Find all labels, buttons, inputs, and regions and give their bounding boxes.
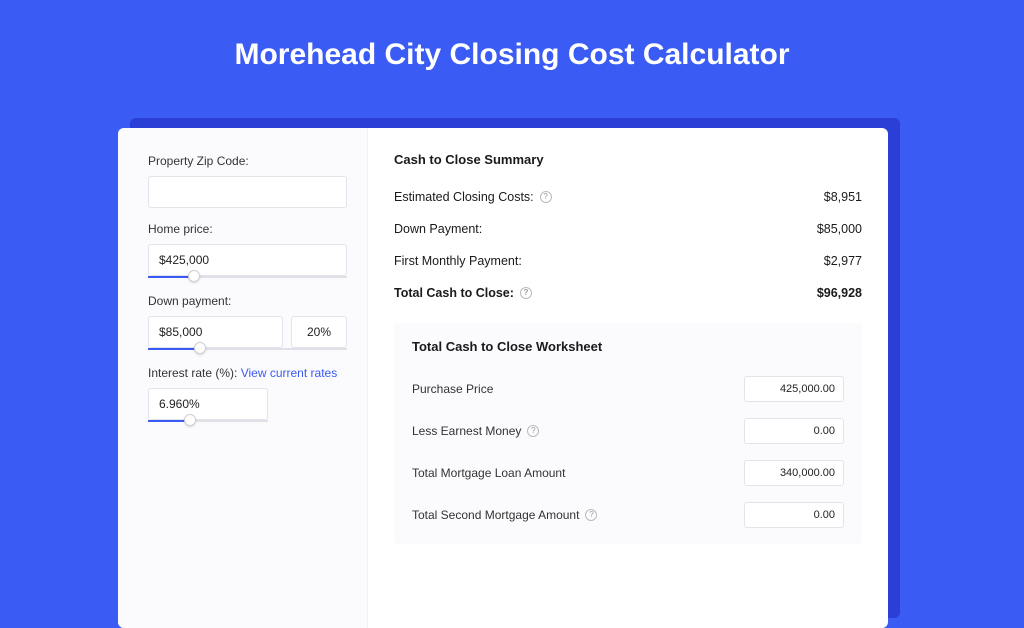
worksheet-row: Total Mortgage Loan Amount — [412, 452, 844, 494]
summary-row-value: $96,928 — [817, 286, 862, 300]
inputs-panel: Property Zip Code: Home price: Down paym… — [118, 128, 368, 628]
worksheet-panel: Total Cash to Close Worksheet Purchase P… — [394, 323, 862, 544]
home-price-label: Home price: — [148, 222, 347, 236]
interest-rate-label: Interest rate (%): View current rates — [148, 366, 347, 380]
summary-row: Estimated Closing Costs:? $8,951 — [394, 181, 862, 213]
summary-title: Cash to Close Summary — [394, 152, 862, 167]
worksheet-row-label: Total Mortgage Loan Amount — [412, 466, 565, 480]
down-payment-input[interactable] — [148, 316, 283, 348]
summary-label-text: Total Cash to Close: — [394, 286, 514, 300]
slider-thumb[interactable] — [194, 342, 206, 354]
summary-label-text: Estimated Closing Costs: — [394, 190, 534, 204]
summary-rows: Estimated Closing Costs:? $8,951 Down Paym… — [394, 181, 862, 309]
zip-group: Property Zip Code: — [148, 154, 347, 208]
summary-row: Total Cash to Close:? $96,928 — [394, 277, 862, 309]
help-icon[interactable]: ? — [520, 287, 532, 299]
page-title: Morehead City Closing Cost Calculator — [0, 0, 1024, 98]
summary-row: Down Payment: $85,000 — [394, 213, 862, 245]
summary-row-value: $85,000 — [817, 222, 862, 236]
down-payment-pct-input[interactable] — [291, 316, 347, 348]
down-payment-label: Down payment: — [148, 294, 347, 308]
down-payment-slider[interactable] — [148, 346, 347, 352]
slider-thumb[interactable] — [188, 270, 200, 282]
worksheet-label-text: Purchase Price — [412, 382, 493, 396]
summary-row: First Monthly Payment: $2,977 — [394, 245, 862, 277]
help-icon[interactable]: ? — [540, 191, 552, 203]
worksheet-row: Total Second Mortgage Amount? — [412, 494, 844, 536]
worksheet-row: Less Earnest Money? — [412, 410, 844, 452]
interest-rate-group: Interest rate (%): View current rates — [148, 366, 347, 424]
worksheet-label-text: Total Mortgage Loan Amount — [412, 466, 565, 480]
summary-row-value: $2,977 — [824, 254, 862, 268]
summary-row-label: Down Payment: — [394, 222, 482, 236]
results-panel: Cash to Close Summary Estimated Closing … — [368, 128, 888, 628]
help-icon[interactable]: ? — [585, 509, 597, 521]
down-payment-group: Down payment: — [148, 294, 347, 352]
home-price-input[interactable] — [148, 244, 347, 276]
interest-rate-label-text: Interest rate (%): — [148, 366, 237, 380]
slider-thumb[interactable] — [184, 414, 196, 426]
home-price-group: Home price: — [148, 222, 347, 280]
view-rates-link[interactable]: View current rates — [241, 366, 338, 380]
summary-row-value: $8,951 — [824, 190, 862, 204]
worksheet-value-input[interactable] — [744, 376, 844, 402]
worksheet-value-input[interactable] — [744, 460, 844, 486]
worksheet-value-input[interactable] — [744, 418, 844, 444]
interest-rate-input[interactable] — [148, 388, 268, 420]
worksheet-label-text: Less Earnest Money — [412, 424, 521, 438]
summary-row-label: First Monthly Payment: — [394, 254, 522, 268]
worksheet-value-input[interactable] — [744, 502, 844, 528]
calculator-card: Property Zip Code: Home price: Down paym… — [118, 128, 888, 628]
worksheet-row: Purchase Price — [412, 368, 844, 410]
zip-input[interactable] — [148, 176, 347, 208]
home-price-slider[interactable] — [148, 274, 347, 280]
summary-label-text: Down Payment: — [394, 222, 482, 236]
worksheet-row-label: Purchase Price — [412, 382, 493, 396]
worksheet-title: Total Cash to Close Worksheet — [412, 339, 844, 354]
interest-rate-slider[interactable] — [148, 418, 268, 424]
slider-fill — [148, 348, 200, 350]
zip-label: Property Zip Code: — [148, 154, 347, 168]
worksheet-label-text: Total Second Mortgage Amount — [412, 508, 579, 522]
worksheet-rows: Purchase Price Less Earnest Money? Total M… — [412, 368, 844, 536]
summary-row-label: Estimated Closing Costs:? — [394, 190, 552, 204]
help-icon[interactable]: ? — [527, 425, 539, 437]
summary-row-label: Total Cash to Close:? — [394, 286, 532, 300]
worksheet-row-label: Less Earnest Money? — [412, 424, 539, 438]
summary-label-text: First Monthly Payment: — [394, 254, 522, 268]
worksheet-row-label: Total Second Mortgage Amount? — [412, 508, 597, 522]
